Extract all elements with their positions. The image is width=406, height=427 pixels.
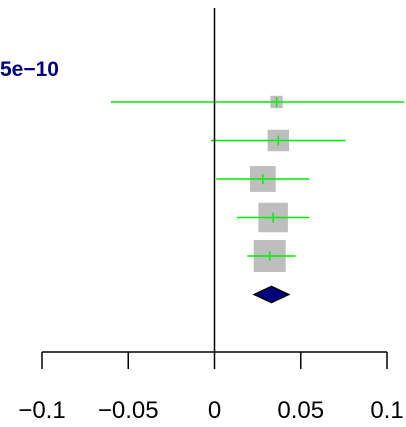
x-axis: −0.1 −0.05 0 0.05 0.1 [18, 351, 404, 424]
x-tick-label: 0.05 [277, 397, 324, 424]
studies-layer [111, 95, 404, 272]
x-tick-label: −0.1 [18, 397, 65, 424]
x-tick-label: −0.05 [98, 397, 159, 424]
x-tick-label: 0 [208, 397, 221, 424]
pvalue-label: 5e−10 [0, 58, 59, 81]
summary-diamond [252, 285, 291, 304]
x-tick-label: 0.1 [370, 397, 403, 424]
